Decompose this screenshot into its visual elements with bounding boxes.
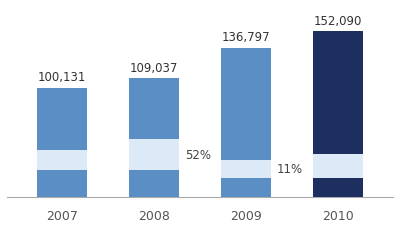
Bar — [221, 178, 271, 197]
Bar — [129, 170, 179, 197]
Bar — [221, 160, 271, 178]
Text: 52%: 52% — [185, 148, 211, 161]
Bar — [37, 88, 87, 151]
Bar — [129, 79, 179, 140]
Text: 109,037: 109,037 — [130, 61, 178, 74]
Bar — [313, 178, 363, 197]
Bar — [37, 151, 87, 170]
Text: 136,797: 136,797 — [222, 31, 270, 44]
Bar — [313, 154, 363, 178]
Bar — [129, 140, 179, 170]
Bar — [37, 170, 87, 197]
Bar — [221, 49, 271, 160]
Text: 152,090: 152,090 — [314, 15, 362, 27]
Text: 11%: 11% — [277, 163, 303, 176]
Text: 100,131: 100,131 — [38, 71, 86, 84]
Bar — [313, 32, 363, 154]
